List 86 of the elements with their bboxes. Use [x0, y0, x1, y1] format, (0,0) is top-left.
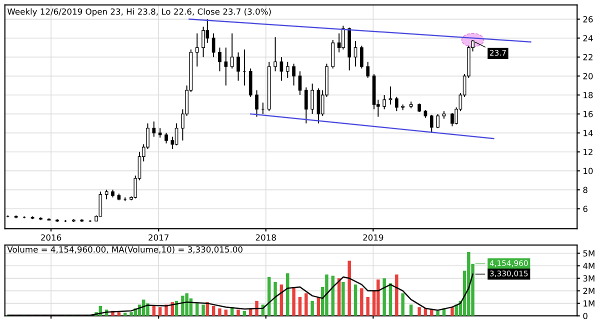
candlestick	[342, 25, 345, 50]
bar	[185, 293, 188, 316]
candlestick	[158, 128, 162, 138]
bar	[354, 284, 358, 316]
bar	[376, 280, 380, 316]
candlestick	[224, 47, 228, 86]
bar	[130, 312, 133, 316]
bar	[202, 304, 205, 316]
bar	[298, 297, 302, 316]
bar	[409, 304, 413, 316]
x-tick-label: 2018	[256, 234, 276, 241]
bar	[450, 307, 454, 316]
candlestick	[164, 132, 168, 144]
candlestick	[248, 68, 252, 98]
bar	[342, 282, 345, 316]
bar	[274, 282, 277, 316]
candlestick	[436, 113, 440, 129]
y-tick-label: 8	[583, 186, 588, 194]
bar	[467, 252, 470, 316]
candlestick	[104, 189, 108, 200]
y-tick-label: 0	[583, 312, 588, 320]
bar	[304, 293, 308, 316]
candlestick	[236, 52, 240, 82]
bar	[310, 300, 314, 316]
bar	[418, 307, 421, 316]
x-tick-label: 2016	[41, 234, 62, 241]
y-tick-label: 24	[583, 35, 593, 42]
candlestick	[450, 112, 454, 127]
candlestick	[382, 94, 386, 110]
candlestick	[152, 121, 156, 138]
candlestick	[366, 61, 370, 78]
bar	[255, 300, 258, 316]
x-tick-label: 2019	[363, 234, 384, 241]
y-tick-label: 1M	[584, 300, 594, 306]
candlestick	[331, 40, 335, 69]
candlestick	[286, 61, 290, 78]
candlestick	[195, 32, 199, 68]
bar	[181, 296, 184, 316]
candlestick	[388, 86, 392, 105]
bar	[218, 308, 222, 316]
bar	[123, 312, 127, 316]
y-tick-label: 22	[583, 54, 592, 60]
candlestick	[360, 45, 364, 69]
chart-title: Weekly 12/6/2019 Open 23, Hi 23.8, Lo 22.6, Close 23.7 (3.0%)	[7, 8, 271, 16]
candlestick	[292, 63, 296, 86]
y-tick-label: 14	[584, 130, 593, 136]
y-tick-label: 4M	[583, 262, 594, 269]
y-tick-label: 26	[583, 16, 593, 22]
candlestick	[316, 88, 320, 124]
bar	[436, 310, 440, 316]
candlestick	[230, 32, 234, 69]
bar	[236, 310, 240, 316]
y-tick-label: 18	[584, 92, 593, 98]
candlestick	[310, 83, 314, 114]
y-tick-label: 10	[584, 168, 593, 174]
bar	[401, 293, 404, 316]
candlestick	[202, 26, 205, 58]
candlestick	[274, 36, 277, 72]
candlestick	[304, 86, 308, 124]
bar	[292, 287, 296, 316]
bar	[430, 310, 434, 316]
y-tick-label: 3M	[583, 275, 594, 282]
bar	[325, 274, 328, 316]
bar	[454, 304, 458, 316]
candlestick	[218, 47, 222, 72]
y-tick-label: 20	[583, 73, 593, 80]
candlestick	[354, 40, 358, 68]
bar	[395, 274, 398, 316]
x-tick-label: 2017	[148, 234, 168, 241]
y-tick-label: 6	[583, 206, 588, 212]
bar	[366, 297, 370, 316]
bar	[382, 278, 386, 316]
y-tick-label: 5M	[583, 250, 594, 257]
y-tick-label: 16	[584, 110, 593, 118]
candlestick	[430, 114, 434, 134]
candlestick	[394, 96, 398, 112]
candlestick	[337, 32, 341, 53]
bar	[348, 260, 351, 316]
y-tick-label: 2M	[583, 288, 594, 294]
candlestick	[298, 70, 302, 96]
chart-title: Volume = 4,154,960.00, MA(Volume,10) = 3,330,015.00	[7, 246, 242, 254]
candlestick	[280, 56, 284, 82]
bar	[360, 288, 364, 316]
y-tick-label: 12	[584, 148, 592, 156]
candlestick	[255, 90, 258, 118]
bar	[158, 307, 162, 316]
